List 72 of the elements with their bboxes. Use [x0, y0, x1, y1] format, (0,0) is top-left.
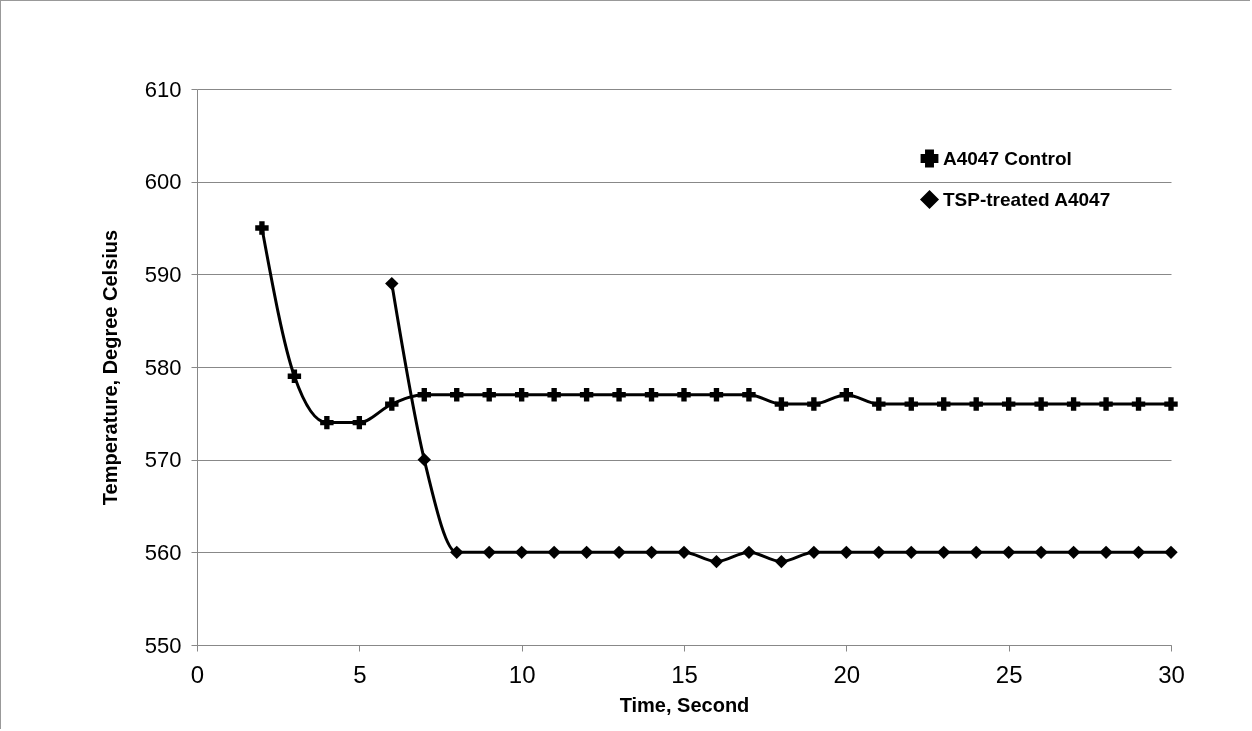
- x-tick-label: 10: [508, 660, 536, 688]
- point: [872, 397, 886, 411]
- y-axis-title: Temperature, Degree Celsius: [98, 229, 121, 506]
- point: [417, 452, 431, 467]
- point: [969, 545, 983, 560]
- y-tick-label: 560: [144, 539, 182, 565]
- point: [1164, 545, 1178, 560]
- x-tick-label: 25: [995, 660, 1023, 688]
- x-tick-label: 15: [671, 660, 698, 688]
- point: [677, 545, 691, 560]
- y-tick-label: 610: [144, 76, 182, 102]
- point: [709, 388, 724, 402]
- point: [969, 397, 983, 411]
- point: [579, 545, 594, 560]
- x-tick-label: 30: [1158, 660, 1185, 688]
- point: [482, 545, 496, 560]
- point: [320, 415, 334, 430]
- y-tick-label: 590: [144, 261, 182, 287]
- point: [450, 388, 464, 402]
- point: [417, 388, 431, 402]
- x-tick-label: 0: [190, 660, 205, 688]
- point: [904, 545, 918, 560]
- point: [287, 369, 302, 383]
- point: [547, 388, 561, 402]
- y-tick-label: 600: [144, 169, 182, 195]
- point: [644, 388, 659, 402]
- point: [579, 388, 594, 402]
- point: [1001, 545, 1016, 560]
- point: [807, 545, 821, 560]
- point: [839, 545, 854, 560]
- point: [839, 388, 854, 402]
- point: [612, 545, 626, 560]
- point: [1099, 545, 1113, 560]
- legend-label: TSP-treated A4047: [943, 188, 1111, 210]
- point: [1099, 397, 1113, 411]
- point: [352, 415, 367, 430]
- point: [774, 554, 789, 569]
- point: [904, 397, 918, 411]
- point: [514, 545, 529, 560]
- y-tick-label: 570: [144, 447, 182, 473]
- point: [1164, 397, 1178, 411]
- point: [709, 554, 724, 569]
- point: [742, 545, 756, 560]
- point: [482, 388, 496, 402]
- point: [742, 388, 756, 402]
- point: [514, 388, 529, 402]
- point: [644, 545, 659, 560]
- point: [937, 397, 951, 411]
- point: [450, 545, 464, 560]
- point: [774, 397, 789, 411]
- y-tick-label: 580: [144, 354, 182, 380]
- point: [1034, 545, 1048, 560]
- point: [1034, 397, 1048, 411]
- legend-label: A4047 Control: [943, 147, 1072, 169]
- point: [872, 545, 886, 560]
- x-axis-title: Time, Second: [619, 693, 750, 716]
- point: [1131, 545, 1146, 560]
- x-tick-label: 20: [833, 660, 861, 688]
- point: [1066, 397, 1081, 411]
- point: [937, 545, 951, 560]
- point: [547, 545, 561, 560]
- point: [677, 388, 691, 402]
- point: [612, 388, 626, 402]
- point: [385, 397, 399, 411]
- x-tick-label: 5: [353, 660, 367, 688]
- point: [255, 221, 269, 235]
- point: [385, 276, 399, 291]
- point: [1001, 397, 1016, 411]
- y-tick-label: 550: [144, 632, 182, 658]
- point: [1131, 397, 1146, 411]
- point: [1066, 545, 1081, 560]
- point: [807, 397, 821, 411]
